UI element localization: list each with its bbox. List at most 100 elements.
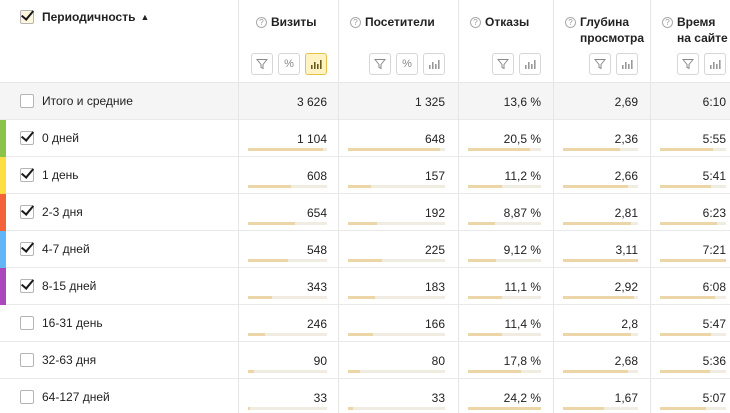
bar-track-bounce-rate <box>468 407 541 410</box>
cell-time-on-site: 6:23 <box>702 206 726 220</box>
chart-toggle-button[interactable] <box>704 53 726 75</box>
column-header-line[interactable]: Время <box>677 15 716 29</box>
bar-track-visits <box>248 148 327 151</box>
row-checkbox[interactable] <box>20 316 34 330</box>
help-icon[interactable]: ? <box>662 17 673 28</box>
series-color-marker <box>0 268 6 305</box>
bar-track-page-depth <box>563 185 638 188</box>
cell-visitors: 166 <box>424 317 445 331</box>
column-header-label[interactable]: Время на сайте <box>677 14 728 46</box>
column-header-label[interactable]: Отказы <box>485 14 529 30</box>
dimension-header-label[interactable]: Периодичность <box>42 10 136 24</box>
row-label: 64-127 дней <box>42 390 110 404</box>
row-checkbox[interactable] <box>20 242 34 256</box>
chart-toggle-button[interactable] <box>423 53 445 75</box>
chart-toggle-button[interactable] <box>519 53 541 75</box>
chart-toggle-button[interactable] <box>305 53 327 75</box>
sort-ascending-icon[interactable]: ▲ <box>140 12 150 22</box>
cell-visits: 3 626 <box>296 95 327 109</box>
column-header-label[interactable]: Визиты <box>271 14 317 30</box>
series-color-marker <box>0 120 6 157</box>
bar-track-bounce-rate <box>468 222 541 225</box>
bar-track-bounce-rate <box>468 185 541 188</box>
column-header-line[interactable]: Глубина <box>580 15 630 29</box>
chart-toggle-button[interactable] <box>616 53 638 75</box>
table-row[interactable]: 64-127 дней 33 33 24,2 % 1,67 5:07 <box>0 379 730 413</box>
filter-button[interactable] <box>251 53 273 75</box>
column-header-visitors[interactable]: ? Посетители <box>350 14 435 30</box>
help-icon[interactable]: ? <box>470 17 481 28</box>
bar-track-visits <box>248 370 327 373</box>
bar-fill-page-depth <box>563 222 631 225</box>
column-header-bounce-rate[interactable]: ? Отказы <box>470 14 529 30</box>
table-row[interactable]: 16-31 день 246 166 11,4 % 2,8 5:47 <box>0 305 730 342</box>
bar-chart-icon <box>621 58 633 70</box>
cell-time-on-site: 6:08 <box>702 280 726 294</box>
filter-button[interactable] <box>369 53 391 75</box>
column-header-label[interactable]: Посетители <box>365 14 435 30</box>
table-row[interactable]: 8-15 дней 343 183 11,1 % 2,92 6:08 <box>0 268 730 305</box>
cell-bounce-rate: 20,5 % <box>503 132 541 146</box>
help-icon[interactable]: ? <box>350 17 361 28</box>
filter-button[interactable] <box>589 53 611 75</box>
percent-button[interactable]: % <box>396 53 418 75</box>
percent-icon: % <box>284 58 294 70</box>
column-header-label[interactable]: Глубина просмотра <box>580 14 644 46</box>
bar-fill-visits <box>248 148 323 151</box>
column-header-time-on-site[interactable]: ? Время на сайте <box>662 14 728 46</box>
cell-visitors: 192 <box>424 206 445 220</box>
cell-time-on-site: 5:41 <box>702 169 726 183</box>
filter-button[interactable] <box>677 53 699 75</box>
bar-fill-visitors <box>348 222 377 225</box>
bar-track-page-depth <box>563 333 638 336</box>
column-header-visits[interactable]: ? Визиты <box>256 14 317 30</box>
column-header-line[interactable]: на сайте <box>677 31 728 45</box>
percent-button[interactable]: % <box>278 53 300 75</box>
column-header-page-depth[interactable]: ? Глубина просмотра <box>565 14 644 46</box>
column-header-line[interactable]: Посетители <box>365 15 435 29</box>
filter-button[interactable] <box>492 53 514 75</box>
cell-visitors: 648 <box>424 132 445 146</box>
table-row[interactable]: 1 день 608 157 11,2 % 2,66 5:41 <box>0 157 730 194</box>
cell-time-on-site: 5:07 <box>702 391 726 405</box>
bar-chart-icon <box>524 58 536 70</box>
cell-visitors: 33 <box>431 391 445 405</box>
column-header-line[interactable]: Отказы <box>485 15 530 29</box>
bar-chart-icon <box>428 58 440 70</box>
bar-track-page-depth <box>563 148 638 151</box>
table-row[interactable]: 0 дней 1 104 648 20,5 % 2,36 5:55 <box>0 120 730 157</box>
row-checkbox[interactable] <box>20 94 34 108</box>
row-checkbox-wrapper <box>20 94 34 111</box>
table-row[interactable]: 4-7 дней 548 225 9,12 % 3,11 7:21 <box>0 231 730 268</box>
bar-track-visitors <box>348 370 445 373</box>
help-icon[interactable]: ? <box>256 17 267 28</box>
bar-fill-time-on-site <box>660 259 726 262</box>
bar-track-time-on-site <box>660 296 726 299</box>
row-checkbox[interactable] <box>20 279 34 293</box>
row-checkbox-wrapper <box>20 131 34 148</box>
row-checkbox[interactable] <box>20 390 34 404</box>
cell-time-on-site: 5:36 <box>702 354 726 368</box>
cell-time-on-site: 6:10 <box>702 95 726 109</box>
row-checkbox[interactable] <box>20 205 34 219</box>
select-all-checkbox[interactable] <box>20 10 34 24</box>
cell-visits: 1 104 <box>296 132 327 146</box>
totals-row[interactable]: Итого и средние 3 626 1 325 13,6 % 2,69 6:10 <box>0 83 730 120</box>
percent-icon: % <box>402 58 412 70</box>
bar-track-visits <box>248 296 327 299</box>
row-checkbox[interactable] <box>20 353 34 367</box>
table-row[interactable]: 2-3 дня 654 192 8,87 % 2,81 6:23 <box>0 194 730 231</box>
dimension-header[interactable]: Периодичность ▲ <box>20 10 149 24</box>
row-checkbox[interactable] <box>20 168 34 182</box>
cell-visits: 90 <box>313 354 327 368</box>
help-icon[interactable]: ? <box>565 17 576 28</box>
bar-track-visits <box>248 259 327 262</box>
bar-track-visitors <box>348 296 445 299</box>
cell-visits: 654 <box>306 206 327 220</box>
row-checkbox-wrapper <box>20 205 34 222</box>
column-header-line[interactable]: Визиты <box>271 15 317 29</box>
table-row[interactable]: 32-63 дня 90 80 17,8 % 2,68 5:36 <box>0 342 730 379</box>
column-header-line[interactable]: просмотра <box>580 31 645 45</box>
row-label: 8-15 дней <box>42 279 97 293</box>
row-checkbox[interactable] <box>20 131 34 145</box>
